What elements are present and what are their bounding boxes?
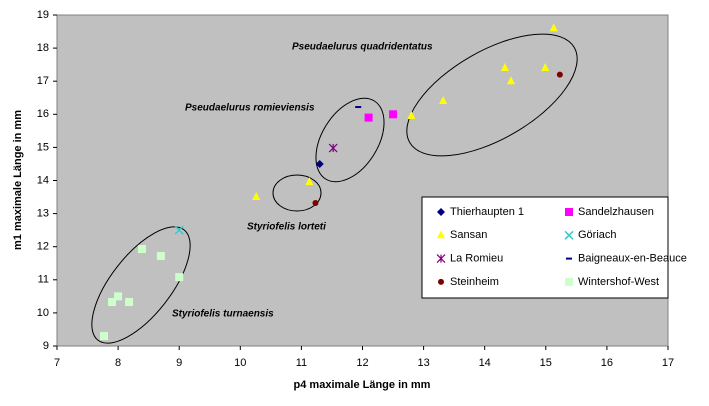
legend-label: Göriach — [578, 229, 617, 241]
marker — [100, 332, 109, 341]
y-tick-label: 12 — [37, 241, 49, 253]
marker — [305, 177, 314, 186]
legend-label: Baigneaux-en-Beauce — [578, 253, 687, 265]
series — [312, 71, 563, 207]
marker — [564, 230, 574, 240]
legend-label: Wintershof-West — [578, 276, 659, 288]
marker — [556, 71, 563, 78]
marker — [437, 208, 445, 216]
cluster-outline — [91, 226, 191, 344]
legend-label: La Romieu — [450, 253, 503, 265]
legend-box — [421, 196, 669, 299]
annotation: Pseudaelurus romieviensis — [185, 103, 315, 114]
marker — [506, 76, 515, 85]
marker — [252, 192, 261, 201]
x-tick-label: 8 — [115, 357, 121, 369]
marker — [565, 208, 573, 216]
x-tick-label: 11 — [296, 357, 307, 369]
y-tick-label: 17 — [37, 75, 49, 87]
y-tick-label: 11 — [38, 274, 49, 286]
x-tick-label: 16 — [601, 357, 613, 369]
series — [315, 159, 324, 168]
annotation: Styriofelis lorteti — [247, 222, 326, 233]
y-tick-label: 15 — [37, 141, 49, 153]
y-tick-label: 14 — [37, 174, 49, 186]
x-axis-label: p4 maximale Länge in mm — [294, 379, 431, 391]
marker — [364, 113, 373, 122]
cluster-outline — [315, 97, 385, 183]
clusters — [91, 33, 578, 344]
marker — [312, 200, 319, 207]
marker — [437, 230, 445, 239]
marker — [541, 62, 550, 71]
y-tick-label: 16 — [37, 108, 49, 120]
x-tick-label: 12 — [356, 357, 368, 369]
marker — [125, 297, 134, 306]
x-tick-label: 9 — [176, 357, 182, 369]
annotation: Styriofelis turnaensis — [172, 309, 274, 320]
marker — [565, 277, 573, 286]
legend-label: Sandelzhausen — [578, 206, 654, 218]
marker — [500, 62, 509, 71]
y-tick-label: 19 — [37, 9, 49, 21]
legend-label: Sansan — [450, 229, 487, 241]
series — [252, 23, 558, 201]
y-tick-label: 13 — [37, 208, 49, 220]
x-tick-label: 17 — [662, 357, 674, 369]
x-tick-label: 15 — [540, 357, 552, 369]
x-tick-label: 14 — [479, 357, 491, 369]
x-tick-label: 13 — [417, 357, 429, 369]
marker — [436, 254, 446, 264]
marker — [315, 159, 324, 168]
marker — [328, 143, 338, 153]
series — [364, 110, 398, 122]
series — [100, 245, 184, 341]
series — [174, 225, 184, 235]
marker — [137, 245, 146, 254]
marker — [114, 292, 123, 301]
marker — [156, 251, 165, 260]
marker — [107, 297, 116, 306]
legend-label: Thierhaupten 1 — [450, 206, 524, 218]
y-axis-label: m1 maximale Länge in mm — [12, 110, 24, 250]
annotation: Pseudaelurus quadridentatus — [292, 42, 433, 53]
y-tick-label: 10 — [37, 307, 49, 319]
y-tick-label: 18 — [37, 42, 49, 54]
marker — [407, 110, 416, 119]
x-tick-label: 7 — [54, 357, 60, 369]
cluster-outline — [406, 33, 578, 157]
marker — [174, 225, 184, 235]
marker — [389, 110, 398, 119]
series — [328, 143, 338, 153]
x-tick-label: 10 — [234, 357, 246, 369]
marker — [549, 23, 558, 32]
marker — [438, 278, 444, 285]
legend-label: Steinheim — [450, 276, 499, 288]
marker — [175, 273, 184, 282]
marker — [439, 96, 448, 105]
cluster-outline — [272, 174, 322, 212]
y-tick-label: 9 — [43, 340, 49, 352]
